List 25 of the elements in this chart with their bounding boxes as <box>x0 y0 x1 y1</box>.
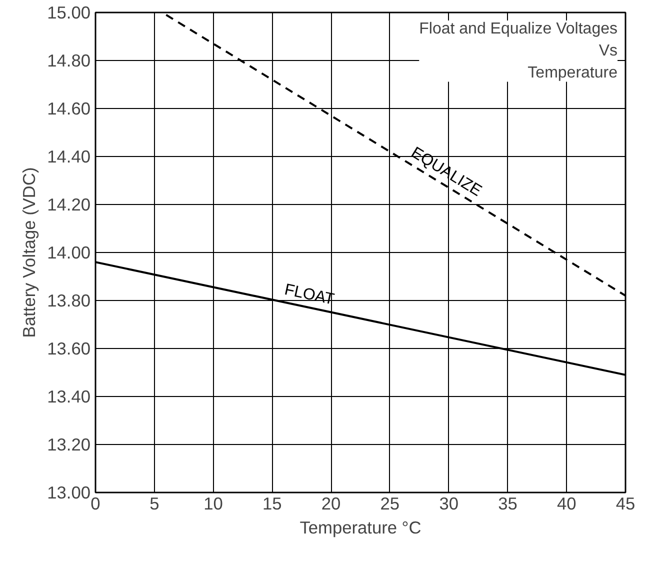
x-axis-title: Temperature °C <box>300 518 422 538</box>
x-tick-label: 20 <box>321 494 341 514</box>
x-tick-label: 0 <box>90 494 100 514</box>
y-tick-label: 13.00 <box>47 482 91 502</box>
x-tick-label: 25 <box>380 494 400 514</box>
text: FLOAT <box>282 281 336 309</box>
x-tick-label: 5 <box>150 494 160 514</box>
text: Float and Equalize Voltages Vs Temperature <box>419 20 618 82</box>
x-tick-label: 10 <box>204 494 223 514</box>
x-tick-label: 15 <box>262 494 282 514</box>
y-tick-label: 13.40 <box>47 386 91 406</box>
y-tick-label: 15.00 <box>47 2 91 22</box>
y-tick-label: 14.00 <box>47 242 91 262</box>
y-tick-label: 13.20 <box>47 434 91 454</box>
y-tick-label: 14.80 <box>47 50 91 70</box>
y-tick-label: 14.40 <box>47 146 91 166</box>
x-tick-label: 45 <box>616 494 636 514</box>
x-tick-label: 40 <box>556 494 576 514</box>
y-tick-label: 13.60 <box>47 338 91 358</box>
x-tick-label: 35 <box>498 494 518 514</box>
y-axis-title: Battery Voltage (VDC) <box>19 167 40 338</box>
y-tick-label: 14.20 <box>47 194 91 214</box>
y-tick-label: 13.80 <box>47 290 91 310</box>
y-tick-label: 14.60 <box>47 98 91 118</box>
x-tick-label: 30 <box>439 494 458 514</box>
